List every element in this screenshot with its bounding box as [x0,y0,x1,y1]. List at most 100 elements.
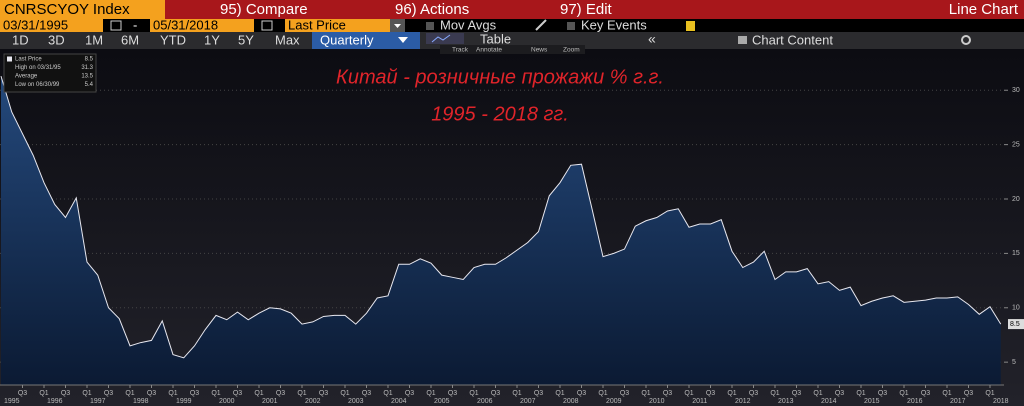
year-label: 1996 [47,398,63,405]
x-tick-label: Q1 [899,390,908,397]
x-tick-label: Q3 [190,390,199,397]
checkbox[interactable] [567,22,575,30]
end-date[interactable]: 05/31/2018 [153,17,218,32]
x-tick-label: Q1 [125,390,134,397]
x-tick-label: Q3 [362,390,371,397]
year-label: 2015 [864,398,880,405]
x-tick-label: Q1 [168,390,177,397]
year-label: 2018 [993,398,1009,405]
calendar-icon[interactable] [261,20,273,31]
field-box[interactable] [285,19,390,32]
y-tick-label: 25 [1012,141,1020,148]
year-label: 2012 [735,398,751,405]
x-tick-label: Q1 [813,390,822,397]
checkbox[interactable] [426,22,434,30]
x-tick-label: Q3 [964,390,973,397]
range-button[interactable]: Max [275,32,300,47]
range-button[interactable]: 6M [121,32,139,47]
period-box[interactable] [312,32,420,49]
x-tick-label: Q1 [254,390,263,397]
ticker[interactable]: CNRSCYOY Index [4,1,130,18]
x-tick-label: Q3 [835,390,844,397]
legend-value: 31.3 [81,65,93,71]
y-tick-label: 30 [1012,87,1020,94]
events-icon[interactable] [686,21,695,31]
line [0,75,1002,359]
x-tick-label: Q1 [684,390,693,397]
x-tick-label: Q3 [319,390,328,397]
year-label: 2016 [907,398,923,405]
x-tick-label: Q1 [340,390,349,397]
year-label: 1998 [133,398,149,405]
range-button[interactable]: 5Y [238,32,254,47]
legend-label: Last Price [15,57,42,63]
pencil-icon[interactable] [535,19,547,31]
y-tick-label: 20 [1012,196,1020,203]
range-bar [0,32,1024,49]
x-tick-label: Q1 [641,390,650,397]
year-label: 2002 [305,398,321,405]
option[interactable]: Mov Avgs [440,17,497,32]
last-value-label: 8.5 [1010,321,1020,328]
x-tick-label: Q3 [18,390,27,397]
field[interactable]: Last Price [288,17,346,32]
x-tick-label: Q3 [448,390,457,397]
x-tick-label: Q3 [61,390,70,397]
date-box[interactable] [150,19,254,32]
menu-bar [0,0,1024,19]
x-tick-label: Q1 [512,390,521,397]
tool[interactable]: Zoom [563,47,580,54]
x-tick-label: Q1 [39,390,48,397]
range-button[interactable]: 1Y [204,32,220,47]
period[interactable]: Quarterly [320,32,374,47]
legend-swatch [7,56,12,62]
start-date[interactable]: 03/31/1995 [3,17,68,32]
tool[interactable]: Track [452,47,469,54]
y-tick-label: 5 [1012,359,1016,366]
menu[interactable]: 95) Compare [220,1,308,18]
range-button[interactable]: 1M [85,32,103,47]
collapse-button[interactable]: « [648,31,656,47]
legend-label: Low on 06/30/99 [15,82,60,88]
year-label: 2013 [778,398,794,405]
year-label: 2014 [821,398,837,405]
menu[interactable]: 96) Actions [395,1,469,18]
year-label: 2017 [950,398,966,405]
x-tick-label: Q3 [706,390,715,397]
tool[interactable]: Annotate [476,47,502,54]
table-button[interactable]: Table [480,31,511,46]
year-label: 2010 [649,398,665,405]
x-tick-label: Q1 [727,390,736,397]
x-tick-label: Q3 [405,390,414,397]
settings-icon[interactable] [961,35,971,45]
year-label: 2008 [563,398,579,405]
x-tick-label: Q1 [82,390,91,397]
x-tick-label: Q1 [426,390,435,397]
chart-content[interactable]: Chart Content [752,32,833,47]
period-arrow [398,37,408,43]
date-box[interactable] [0,19,103,32]
range-button[interactable]: 1D [12,32,29,47]
x-tick-label: Q1 [297,390,306,397]
year-label: 2007 [520,398,536,405]
year-label: 2000 [219,398,235,405]
option[interactable]: Key Events [581,17,647,32]
year-label: 2005 [434,398,450,405]
year-label: 2011 [692,398,707,405]
calendar-icon[interactable] [110,20,122,31]
legend-value: 8.5 [85,57,94,63]
range-button[interactable]: YTD [160,32,186,47]
legend-label: High on 03/31/95 [15,65,61,71]
ticker-box[interactable] [0,0,165,19]
tool[interactable]: News [531,47,548,54]
year-label: 2001 [262,398,278,405]
x-tick-label: Q3 [276,390,285,397]
range-button[interactable]: 3D [48,32,65,47]
x-tick-label: Q3 [749,390,758,397]
menu[interactable]: 97) Edit [560,1,613,18]
chart-icon [431,34,451,43]
x-tick-label: Q3 [491,390,500,397]
view-label: Line Chart [949,1,1019,18]
